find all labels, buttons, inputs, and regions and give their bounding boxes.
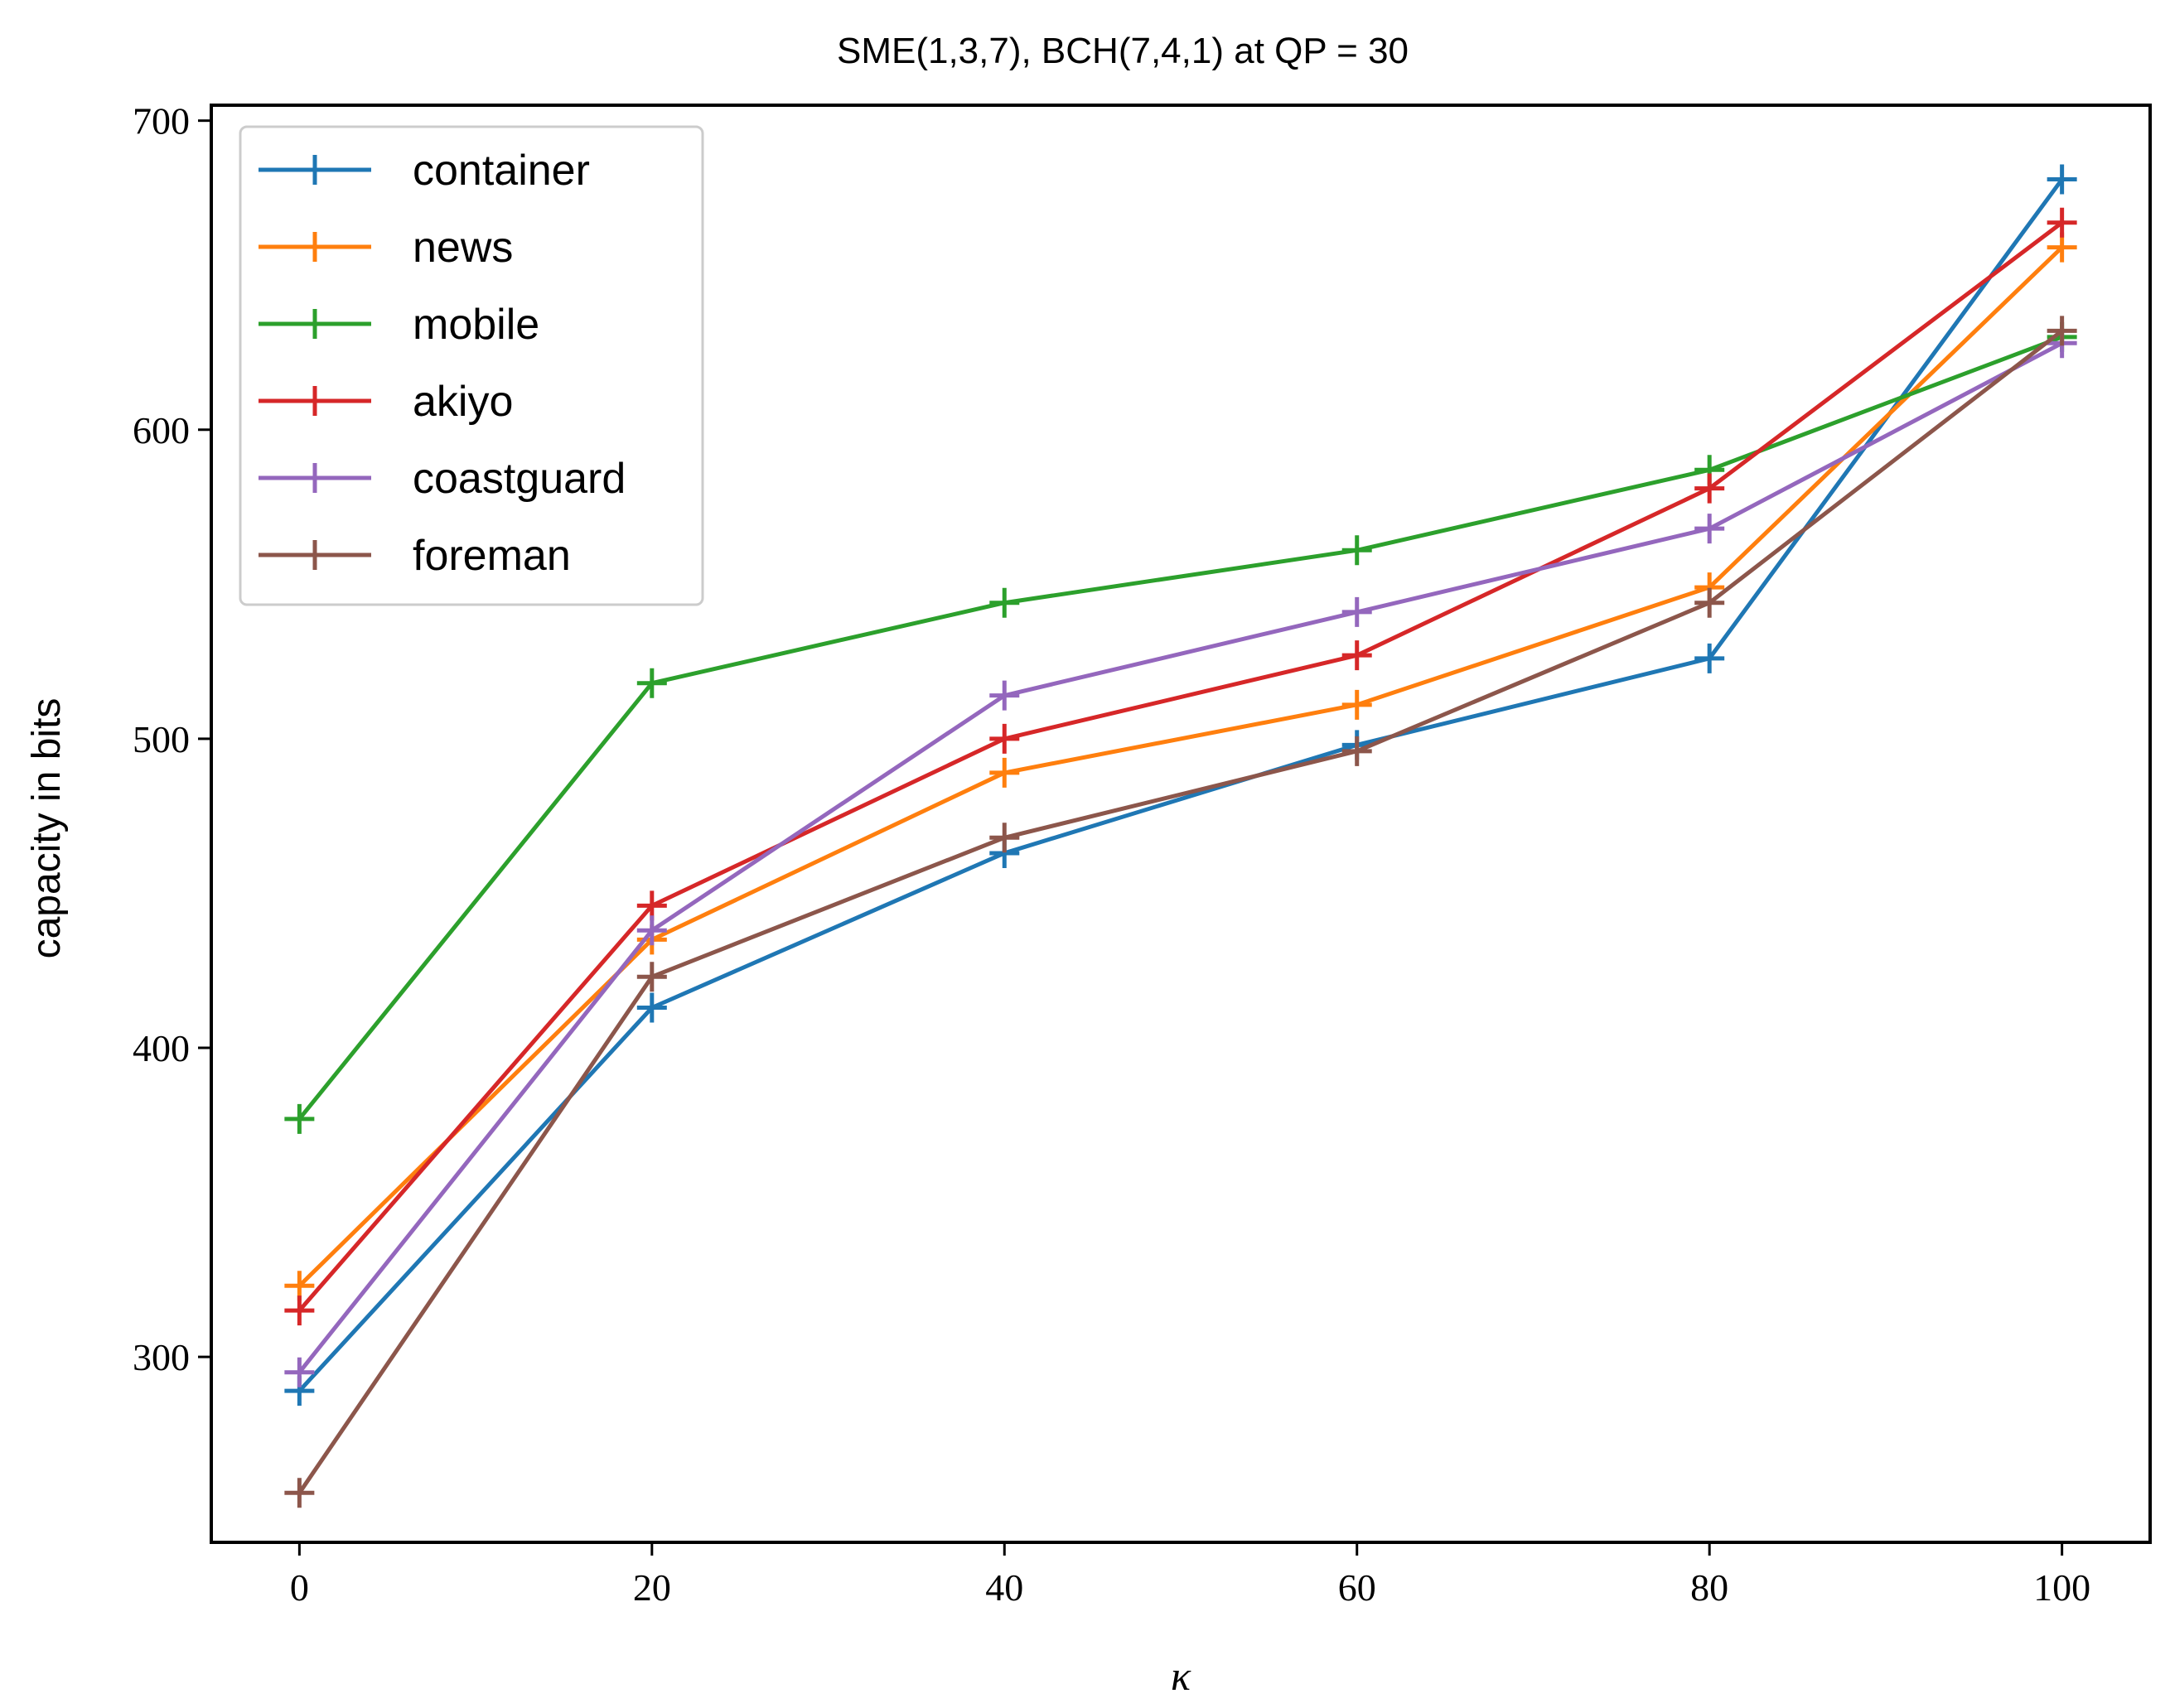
x-tick-label-60: 60 — [1338, 1566, 1376, 1609]
series-line-akiyo — [297, 220, 2064, 1312]
series-line-coastguard — [297, 341, 2063, 1374]
point-news-60 — [1341, 689, 1372, 720]
legend-marker-akiyo — [300, 386, 330, 416]
legend-marker-foreman — [300, 540, 330, 570]
legend-label-mobile: mobile — [413, 301, 539, 349]
point-coastguard-0 — [284, 1357, 315, 1387]
series-line-news — [297, 245, 2064, 1288]
legend-marker-mobile — [300, 309, 330, 339]
point-akiyo-40 — [989, 723, 1020, 754]
point-akiyo-80 — [1694, 473, 1725, 504]
x-tick-label-80: 80 — [1690, 1566, 1728, 1609]
point-akiyo-0 — [284, 1295, 315, 1326]
x-axis: 0 20 40 60 80 100 — [290, 1542, 2090, 1609]
y-axis: 300 400 500 600 700 — [133, 100, 211, 1378]
point-container-100 — [2047, 164, 2077, 195]
point-akiyo-100 — [2047, 207, 2077, 238]
y-tick-label-500: 500 — [133, 718, 190, 760]
y-tick-label-600: 600 — [133, 409, 190, 451]
point-akiyo-60 — [1341, 640, 1372, 671]
point-news-40 — [989, 757, 1020, 788]
legend-label-coastguard: coastguard — [413, 455, 626, 503]
point-mobile-40 — [989, 587, 1020, 618]
point-coastguard-60 — [1341, 596, 1372, 627]
legend-marker-coastguard — [300, 463, 330, 493]
legend-marker-news — [300, 232, 330, 262]
y-tick-label-300: 300 — [133, 1336, 190, 1378]
legend-label-foreman: foreman — [413, 532, 571, 580]
series-line-foreman — [297, 329, 2064, 1494]
x-tick-label-100: 100 — [2033, 1566, 2090, 1609]
point-coastguard-20 — [636, 915, 667, 946]
x-tick-label-40: 40 — [985, 1566, 1023, 1609]
y-tick-label-400: 400 — [133, 1027, 190, 1069]
y-axis-label: capacity in bits — [25, 698, 69, 959]
point-foreman-60 — [1341, 736, 1372, 766]
legend-label-news: news — [413, 224, 513, 272]
y-tick-label-700: 700 — [133, 100, 190, 142]
series-line-mobile — [297, 335, 2063, 1121]
point-mobile-20 — [636, 668, 667, 698]
point-foreman-80 — [1694, 587, 1725, 618]
legend-label-container: container — [413, 147, 590, 195]
point-coastguard-40 — [989, 680, 1020, 711]
point-foreman-0 — [284, 1478, 315, 1508]
legend-label-akiyo: akiyo — [413, 378, 513, 426]
point-mobile-0 — [284, 1103, 315, 1134]
x-tick-label-20: 20 — [633, 1566, 671, 1609]
plot-area — [284, 164, 2077, 1508]
chart-title: SME(1,3,7), BCH(7,4,1) at QP = 30 — [837, 31, 1409, 71]
legend: container news mobile akiyo coastguard forema… — [239, 125, 704, 606]
point-container-20 — [636, 992, 667, 1023]
legend-marker-container — [300, 155, 330, 185]
point-container-80 — [1694, 643, 1725, 673]
point-foreman-40 — [989, 823, 1020, 853]
x-tick-label-0: 0 — [290, 1566, 309, 1609]
point-mobile-60 — [1341, 535, 1372, 566]
point-foreman-20 — [636, 962, 667, 992]
x-axis-label: κ — [1171, 1653, 1191, 1699]
series-line-container — [297, 178, 2064, 1392]
plot-frame — [210, 104, 2152, 1544]
point-coastguard-80 — [1694, 514, 1725, 544]
point-foreman-100 — [2047, 316, 2077, 346]
